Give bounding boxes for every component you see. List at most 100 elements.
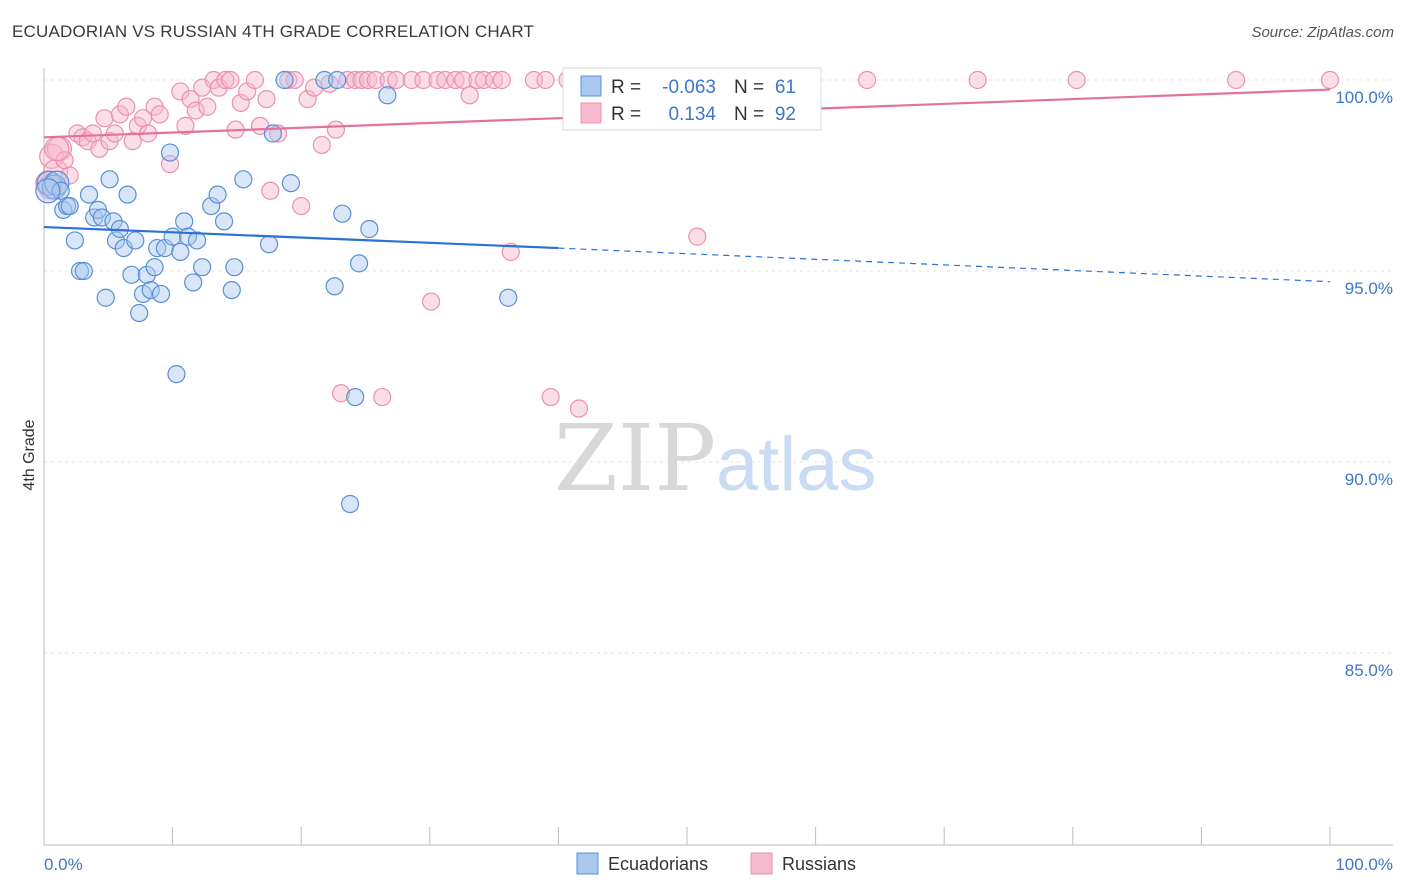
- ecuadorian-point-28: [148, 238, 167, 258]
- russian-point-56: [379, 70, 398, 90]
- ecuadorian-point-33: [167, 365, 186, 384]
- ecuadorian-point-15: [100, 170, 119, 189]
- legend-r-label-ecuadorians: R =: [611, 77, 641, 98]
- ecuadorian-point-41: [208, 185, 227, 204]
- ecuadorians-trend-line: [43, 225, 559, 250]
- russian-point-72: [536, 70, 555, 90]
- russian-point-73: [541, 387, 560, 407]
- russian-point-53: [358, 70, 378, 90]
- ecuadorian-point-58: [378, 86, 397, 105]
- russian-point-51: [346, 70, 365, 90]
- ecuadorian-point-55: [346, 387, 365, 407]
- ecuadorian-point-1: [41, 174, 67, 200]
- russian-point-11: [95, 109, 114, 128]
- russian-point-32: [221, 70, 240, 90]
- bottom-legend-swatch-russians: [750, 852, 773, 875]
- ecuadorian-point-57: [360, 219, 379, 239]
- russian-point-85: [968, 70, 987, 90]
- ecuadorian-point-54: [340, 494, 360, 514]
- ecuadorian-point-20: [118, 185, 137, 204]
- ecuadorian-point-34: [171, 242, 190, 261]
- ecuadorian-point-31: [160, 143, 180, 162]
- russian-point-67: [474, 70, 493, 90]
- russian-point-9: [83, 124, 102, 143]
- bottom-legend-label-ecuadorians: Ecuadorians: [608, 854, 708, 874]
- y-tick-label-90: 90.0%: [1345, 470, 1393, 489]
- russian-point-39: [261, 181, 280, 200]
- chart-source: Source: ZipAtlas.com: [1251, 24, 1394, 41]
- russian-point-1: [39, 143, 65, 169]
- ecuadorian-point-22: [126, 231, 145, 250]
- ecuadorian-point-42: [214, 212, 234, 231]
- ecuadorian-point-45: [234, 170, 253, 189]
- russian-point-36: [245, 70, 265, 90]
- ecuadorian-point-27: [145, 258, 164, 277]
- legend-r-value-russians: 0.134: [668, 104, 716, 125]
- ecuadorian-point-60: [35, 178, 61, 204]
- legend-n-value-russians: 92: [775, 104, 796, 125]
- russian-point-49: [331, 384, 351, 403]
- ecuadorian-point-8: [70, 261, 90, 281]
- watermark-atlas: atlas: [716, 422, 877, 507]
- russian-point-63: [446, 70, 465, 90]
- y-axis-label: 4th Grade: [21, 419, 38, 490]
- ecuadorian-point-35: [175, 212, 194, 231]
- ecuadorian-point-50: [315, 70, 334, 90]
- gridlines: [44, 79, 1393, 654]
- chart-title: ECUADORIAN VS RUSSIAN 4TH GRADE CORRELAT…: [12, 22, 535, 41]
- russian-point-48: [326, 120, 346, 139]
- russian-point-75: [569, 399, 589, 418]
- russian-point-46: [312, 135, 331, 155]
- ecuadorian-point-52: [325, 277, 344, 296]
- russian-point-23: [171, 82, 190, 101]
- ecuadorian-point-48: [275, 70, 294, 90]
- russian-point-21: [150, 105, 169, 124]
- russian-point-86: [1067, 70, 1086, 90]
- legend-swatch-russians: [580, 102, 602, 124]
- russian-point-69: [492, 70, 511, 90]
- russian-point-10: [90, 139, 109, 158]
- legend-swatch-ecuadorians: [580, 75, 602, 97]
- ecuadorian-point-38: [187, 231, 207, 250]
- russian-point-60: [421, 292, 441, 311]
- x-tick-label-min: 0.0%: [44, 855, 83, 874]
- russian-point-52: [352, 70, 371, 90]
- ecuadorian-point-25: [137, 265, 156, 284]
- ecuadorian-point-51: [328, 70, 347, 90]
- ecuadorian-point-56: [349, 254, 369, 273]
- russian-point-50: [338, 70, 357, 90]
- ecuadorian-point-46: [259, 235, 279, 254]
- ecuadorian-point-39: [193, 258, 212, 277]
- russian-point-14: [110, 105, 129, 124]
- russian-point-62: [436, 70, 455, 90]
- russian-point-45: [304, 78, 324, 97]
- russian-point-25: [181, 89, 200, 109]
- russian-point-43: [292, 196, 311, 216]
- russian-point-70: [501, 242, 520, 261]
- y-tick-label-85: 85.0%: [1345, 661, 1393, 680]
- ecuadorian-point-23: [130, 303, 149, 323]
- ecuadorian-point-59: [499, 288, 518, 307]
- ecuadorian-point-13: [92, 208, 111, 227]
- russian-point-15: [117, 97, 136, 116]
- russian-point-5: [60, 166, 79, 185]
- russian-point-87: [1227, 70, 1246, 90]
- ecuadorian-point-3: [51, 181, 70, 200]
- ecuadorian-point-17: [106, 231, 126, 250]
- russian-point-28: [198, 97, 217, 116]
- legend-n-label-ecuadorians: N =: [734, 77, 764, 98]
- stats-legend: R = -0.063 N = 61 R = 0.134 N = 92: [562, 67, 822, 131]
- russian-point-34: [231, 93, 250, 113]
- legend-n-label-russians: N =: [734, 104, 764, 125]
- watermark-zip: ZIP: [554, 405, 716, 512]
- russian-point-26: [186, 101, 205, 120]
- russian-point-57: [387, 70, 406, 90]
- russian-point-59: [414, 70, 433, 90]
- russian-point-24: [176, 116, 195, 135]
- ecuadorian-point-9: [74, 261, 93, 281]
- ecuadorian-point-14: [96, 288, 115, 307]
- ecuadorian-point-0: [36, 170, 62, 196]
- russian-point-31: [216, 70, 235, 90]
- watermark: ZIP atlas: [554, 405, 877, 512]
